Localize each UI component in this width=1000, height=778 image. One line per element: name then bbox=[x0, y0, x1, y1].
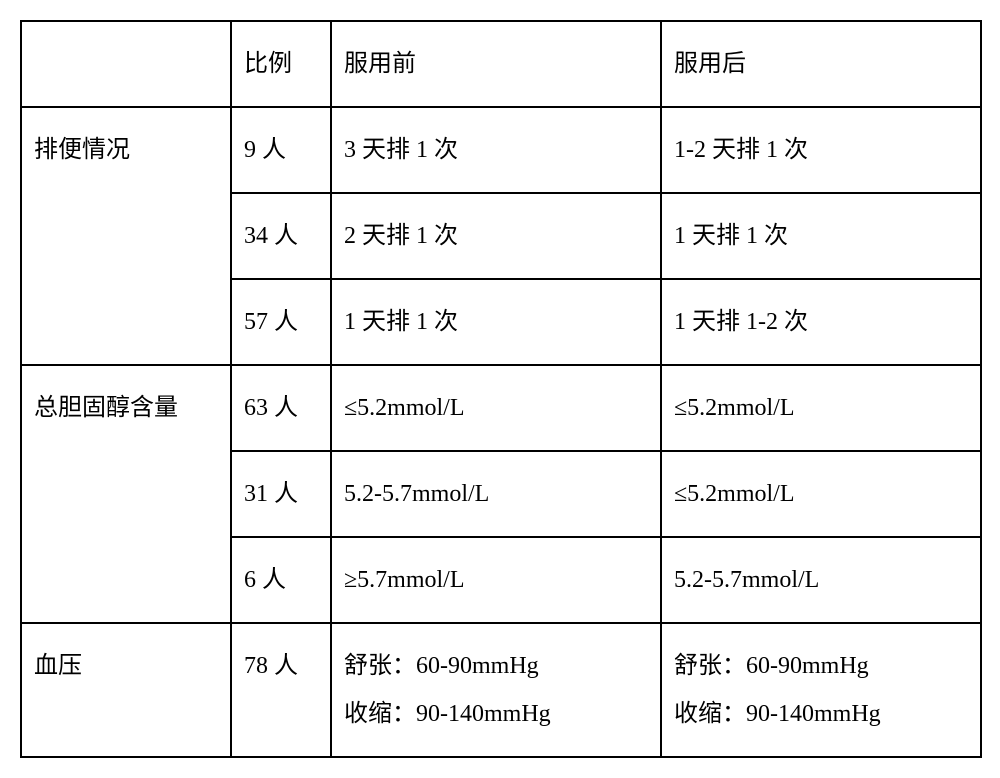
before-cell: 舒张：60-90mmHg收缩：90-140mmHg bbox=[331, 623, 661, 757]
after-cell: 5.2-5.7mmol/L bbox=[661, 537, 981, 623]
count-cell: 9 人 bbox=[231, 107, 331, 193]
table-row: 排便情况9 人3 天排 1 次1-2 天排 1 次 bbox=[21, 107, 981, 193]
before-cell: 1 天排 1 次 bbox=[331, 279, 661, 365]
header-cell-before: 服用前 bbox=[331, 21, 661, 107]
table-body: 比例服用前服用后排便情况9 人3 天排 1 次1-2 天排 1 次34 人2 天… bbox=[21, 21, 981, 757]
after-cell: 1 天排 1-2 次 bbox=[661, 279, 981, 365]
header-cell-after: 服用后 bbox=[661, 21, 981, 107]
group-label-cell: 排便情况 bbox=[21, 107, 231, 365]
count-cell: 57 人 bbox=[231, 279, 331, 365]
after-cell: 舒张：60-90mmHg收缩：90-140mmHg bbox=[661, 623, 981, 757]
count-cell: 31 人 bbox=[231, 451, 331, 537]
before-cell: 3 天排 1 次 bbox=[331, 107, 661, 193]
before-cell: ≥5.7mmol/L bbox=[331, 537, 661, 623]
count-cell: 6 人 bbox=[231, 537, 331, 623]
table-row: 血压78 人舒张：60-90mmHg收缩：90-140mmHg舒张：60-90m… bbox=[21, 623, 981, 757]
count-cell: 78 人 bbox=[231, 623, 331, 757]
after-cell: ≤5.2mmol/L bbox=[661, 365, 981, 451]
header-cell-empty bbox=[21, 21, 231, 107]
count-cell: 63 人 bbox=[231, 365, 331, 451]
after-cell: 1 天排 1 次 bbox=[661, 193, 981, 279]
data-table: 比例服用前服用后排便情况9 人3 天排 1 次1-2 天排 1 次34 人2 天… bbox=[20, 20, 982, 758]
before-cell: 5.2-5.7mmol/L bbox=[331, 451, 661, 537]
table-header-row: 比例服用前服用后 bbox=[21, 21, 981, 107]
after-cell: 1-2 天排 1 次 bbox=[661, 107, 981, 193]
count-cell: 34 人 bbox=[231, 193, 331, 279]
group-label-cell: 总胆固醇含量 bbox=[21, 365, 231, 623]
after-cell: ≤5.2mmol/L bbox=[661, 451, 981, 537]
group-label-cell: 血压 bbox=[21, 623, 231, 757]
table-row: 总胆固醇含量63 人≤5.2mmol/L≤5.2mmol/L bbox=[21, 365, 981, 451]
header-cell-ratio: 比例 bbox=[231, 21, 331, 107]
before-cell: 2 天排 1 次 bbox=[331, 193, 661, 279]
before-cell: ≤5.2mmol/L bbox=[331, 365, 661, 451]
